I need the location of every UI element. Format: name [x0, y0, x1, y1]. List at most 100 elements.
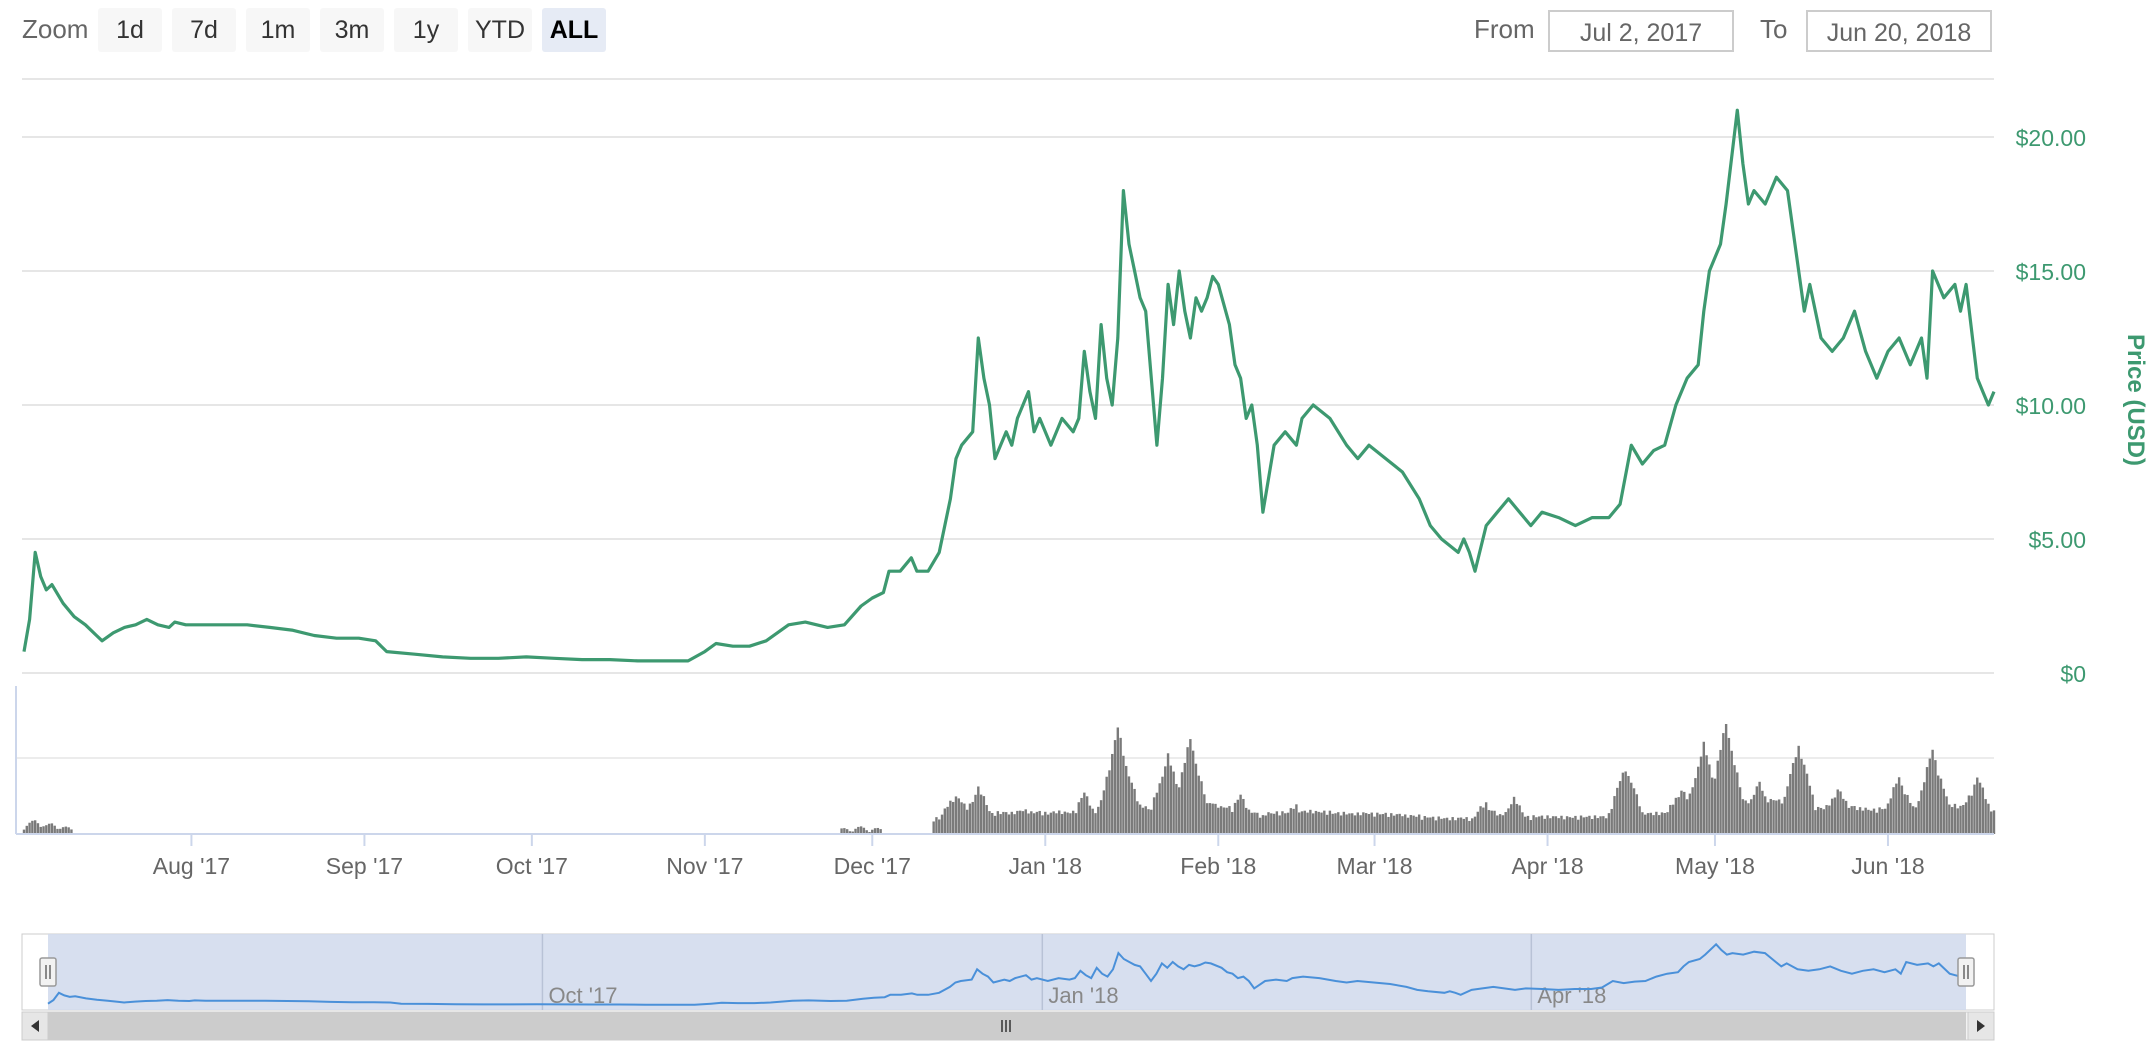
volume-bar [1183, 762, 1186, 834]
volume-bar [1526, 815, 1530, 834]
volume-bar [932, 821, 935, 834]
volume-bar [47, 823, 51, 834]
volume-bar [1839, 791, 1842, 834]
volume-bar [1563, 819, 1566, 834]
volume-bar [1175, 783, 1178, 834]
volume-bar [1685, 799, 1689, 834]
volume-bar [1680, 790, 1683, 834]
x-tick-label: Mar '18 [1337, 853, 1413, 879]
volume-bar [996, 811, 1000, 834]
volume-bar [1596, 818, 1599, 834]
volume-bar [1030, 811, 1033, 834]
volume-bar [1378, 814, 1382, 834]
volume-bar [1284, 813, 1287, 834]
scrollbar[interactable] [21, 1011, 1995, 1041]
volume-bar [39, 826, 42, 834]
volume-bar [1727, 737, 1731, 834]
to-date-input[interactable]: Jun 20, 2018 [1806, 10, 1992, 52]
volume-bar [1381, 814, 1385, 834]
volume-bar [1303, 810, 1306, 834]
volume-bar [1635, 794, 1639, 834]
volume-bar [1911, 806, 1915, 834]
navigator-left-handle[interactable] [39, 957, 57, 987]
volume-bar [1250, 812, 1253, 834]
volume-bar [1889, 798, 1892, 834]
volume-bar [845, 829, 849, 834]
volume-bar [1752, 794, 1756, 834]
volume-bar [1404, 814, 1407, 834]
volume-bar [1719, 749, 1722, 834]
volume-bar [1088, 805, 1092, 834]
volume-bar [1518, 805, 1521, 834]
volume-bar [1471, 818, 1474, 834]
volume-bar [1097, 806, 1100, 834]
volume-bar [1758, 781, 1761, 834]
volume-bar [985, 805, 988, 834]
volume-bar [1426, 817, 1429, 834]
zoom-3m-button[interactable]: 3m [320, 8, 384, 52]
volume-bar [1535, 817, 1538, 834]
volume-bar [1482, 807, 1485, 834]
volume-bar [949, 800, 952, 834]
zoom-1m-button[interactable]: 1m [246, 8, 310, 52]
volume-bar [1113, 740, 1117, 834]
volume-bar [1987, 803, 1990, 834]
volume-bar [1085, 796, 1089, 834]
from-date-input[interactable]: Jul 2, 2017 [1548, 10, 1734, 52]
volume-bar [1881, 809, 1884, 834]
volume-bar [1967, 795, 1971, 834]
volume-bar [1973, 784, 1976, 834]
volume-bar [1699, 756, 1703, 834]
volume-bar [1990, 811, 1993, 834]
scrollbar-thumb[interactable] [48, 1012, 1966, 1040]
x-tick-label: Apr '18 [1511, 853, 1583, 879]
volume-bar [1978, 782, 1982, 834]
zoom-all-button[interactable]: ALL [542, 8, 606, 52]
volume-bar [1005, 812, 1008, 834]
navigator-selection[interactable] [48, 934, 1966, 1010]
volume-bar [1222, 807, 1226, 834]
volume-bar [1130, 782, 1133, 834]
y-tick-label: $10.00 [2016, 393, 2086, 419]
volume-bar [1169, 765, 1173, 834]
volume-bar [1610, 808, 1613, 834]
x-tick-label: Nov '17 [666, 853, 743, 879]
volume-bar [1370, 812, 1373, 834]
volume-bar [1529, 820, 1532, 834]
volume-bar [28, 822, 31, 834]
volume-bar [1936, 775, 1940, 834]
volume-bar [1632, 788, 1636, 834]
volume-bar [1247, 809, 1251, 834]
from-label: From [1474, 14, 1535, 44]
volume-bar [1180, 772, 1184, 834]
volume-bar [1803, 764, 1806, 834]
volume-bar [854, 828, 857, 834]
volume-bar [1225, 807, 1228, 834]
zoom-1y-button[interactable]: 1y [394, 8, 458, 52]
volume-bar [1775, 800, 1778, 834]
zoom-ytd-button[interactable]: YTD [468, 8, 532, 52]
volume-bar [1630, 782, 1633, 834]
navigator[interactable]: Oct '17 Jan '18 Apr '18 [21, 933, 1995, 1011]
navigator-right-handle[interactable] [1957, 957, 1975, 987]
volume-bar [1013, 814, 1016, 834]
volume-bar [982, 796, 986, 834]
x-tick-label: Jun '18 [1851, 853, 1924, 879]
volume-bar [1568, 817, 1572, 834]
volume-bar [1571, 817, 1574, 834]
volume-bar [1797, 745, 1800, 834]
volume-bar [1239, 794, 1242, 834]
volume-bar [1256, 812, 1259, 834]
volume-bar [935, 817, 938, 834]
volume-bar [1164, 766, 1167, 834]
volume-bar [979, 794, 983, 834]
volume-bar [965, 809, 969, 834]
volume-bar [1984, 799, 1987, 834]
zoom-1d-button[interactable]: 1d [98, 8, 162, 52]
volume-bar [1401, 816, 1404, 834]
volume-bar [1071, 810, 1075, 834]
volume-bar [1448, 820, 1452, 834]
zoom-7d-button[interactable]: 7d [172, 8, 236, 52]
volume-bar [859, 826, 863, 834]
volume-bar [1688, 793, 1692, 834]
